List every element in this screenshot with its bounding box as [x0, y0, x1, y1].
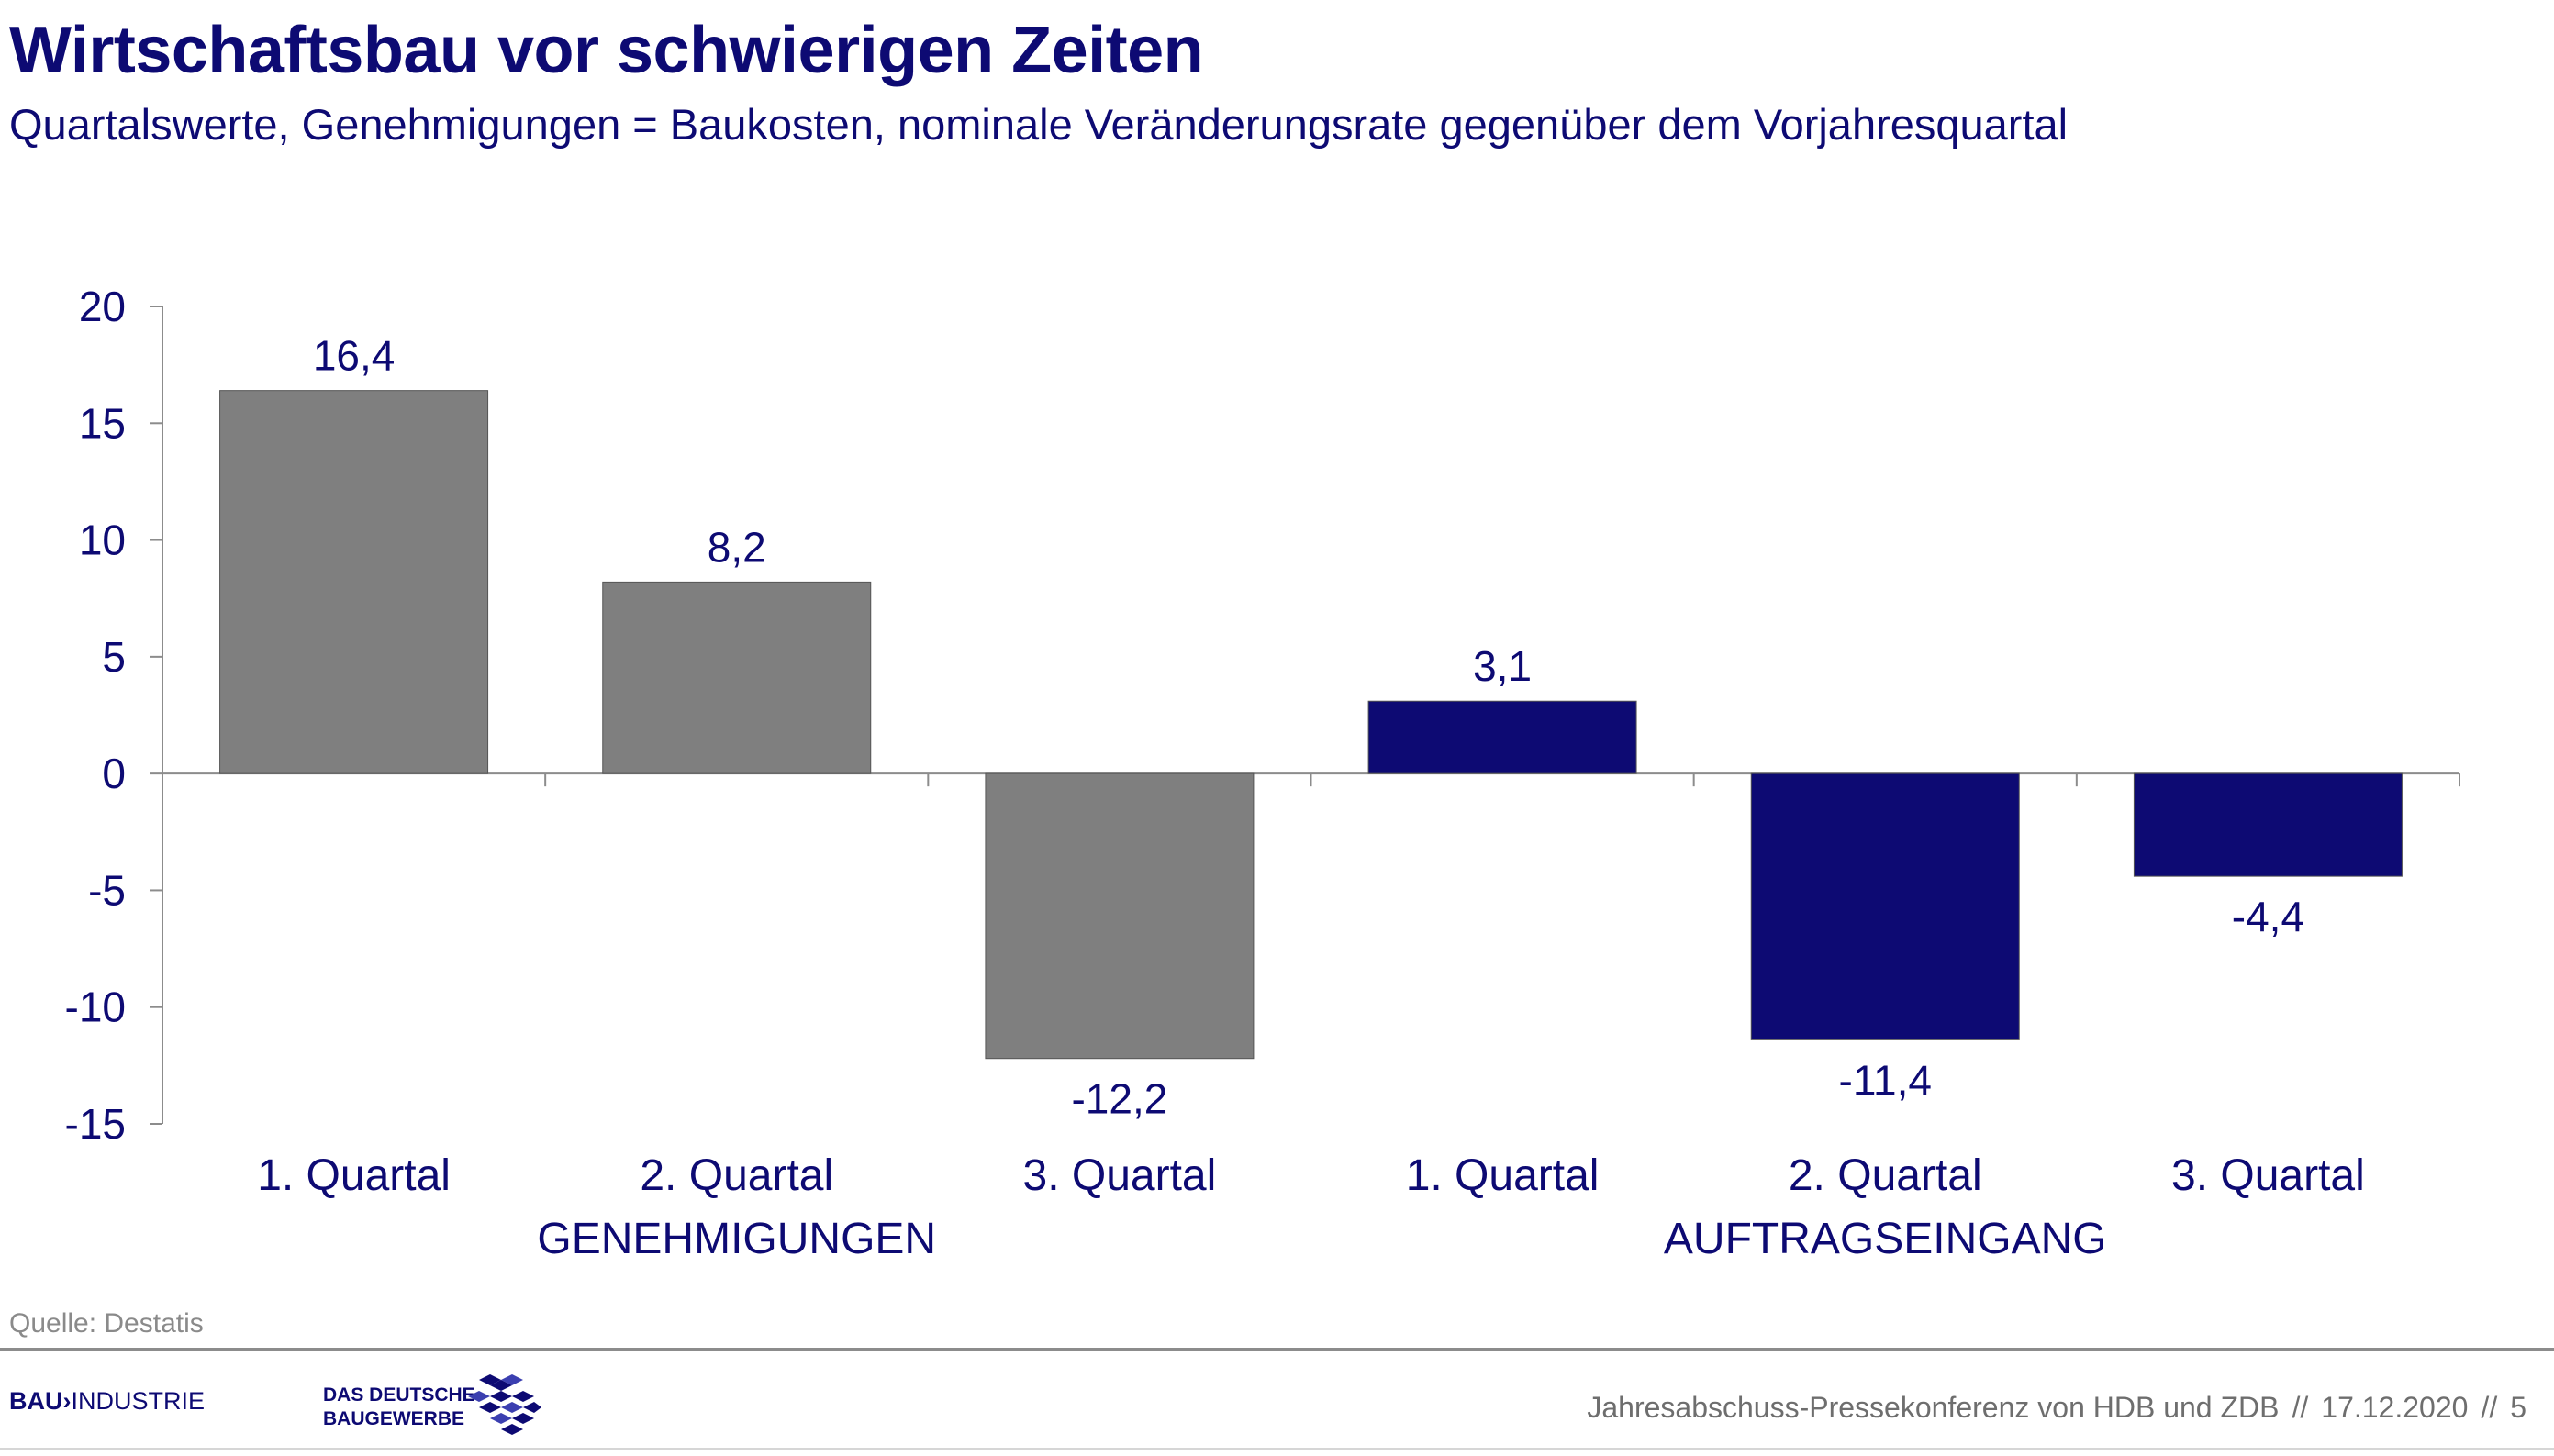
- data-label: -12,2: [1071, 1075, 1167, 1123]
- page-subtitle: Quartalswerte, Genehmigungen = Baukosten…: [9, 100, 2069, 149]
- footer-event: Jahresabschuss-Pressekonferenz von HDB u…: [1587, 1391, 2280, 1424]
- x-tick-label: 1. Quartal: [257, 1151, 451, 1200]
- y-tick-label: -15: [65, 1100, 126, 1148]
- logo-bau-mark: ›: [62, 1387, 72, 1415]
- bar: [1367, 700, 1637, 774]
- chart-axes: [150, 306, 2460, 1125]
- x-tick-label: 1. Quartal: [1406, 1151, 1600, 1200]
- source-note: Quelle: Destatis: [9, 1308, 204, 1339]
- bar: [219, 390, 489, 774]
- bar: [2133, 772, 2403, 877]
- bar: [1750, 772, 2020, 1040]
- y-tick-label: 20: [79, 283, 126, 330]
- y-tick-label: 0: [102, 750, 126, 797]
- x-tick-label: 2. Quartal: [640, 1151, 833, 1200]
- y-tick-label: -5: [88, 866, 126, 914]
- footer-divider: [0, 1348, 2554, 1351]
- logo-zdb-line1: DAS DEUTSCHE: [323, 1384, 475, 1406]
- cubes-logo-icon: [468, 1374, 541, 1435]
- logo-zdb-line2: BAUGEWERBE: [323, 1408, 465, 1429]
- page-number: 5: [2510, 1391, 2526, 1424]
- y-tick-label: 10: [79, 517, 126, 564]
- bar: [985, 772, 1255, 1060]
- data-label: -11,4: [1839, 1056, 1932, 1104]
- y-tick-label: 15: [79, 399, 126, 447]
- data-label: 8,2: [708, 523, 766, 571]
- footer-separator: //: [2292, 1391, 2309, 1424]
- data-label: -4,4: [2232, 893, 2304, 940]
- x-group-label: AUFTRAGSEINGANG: [1664, 1215, 2107, 1263]
- footer-separator: //: [2481, 1391, 2498, 1424]
- chart-labels: 20 15 10 5 0 -5 -10 -15 16,4 1. Quartal 8,2 2. Quar…: [65, 283, 2365, 1263]
- y-tick-label: -10: [65, 984, 126, 1031]
- logo-bau-text: BAU: [9, 1387, 63, 1415]
- bar-chart: 20 15 10 5 0 -5 -10 -15 16,4 1. Quartal 8,2 2. Quar…: [65, 283, 2460, 1263]
- data-label: 3,1: [1473, 642, 1532, 690]
- bar: [602, 581, 872, 774]
- page-title: Wirtschaftsbau vor schwierigen Zeiten: [9, 14, 1204, 87]
- x-tick-label: 3. Quartal: [2171, 1151, 2365, 1200]
- y-tick-label: 5: [102, 633, 126, 681]
- baugewerbe-logo: DAS DEUTSCHE BAUGEWERBE: [323, 1384, 475, 1431]
- x-tick-label: 2. Quartal: [1789, 1151, 1982, 1200]
- chart-bars: [219, 390, 2403, 1060]
- footer-bottom-line: [0, 1448, 2554, 1450]
- data-label: 16,4: [313, 332, 396, 380]
- x-tick-label: 3. Quartal: [1023, 1151, 1217, 1200]
- x-group-label: GENEHMIGUNGEN: [537, 1215, 936, 1263]
- footer-date: 17.12.2020: [2321, 1391, 2469, 1424]
- footer-info: Jahresabschuss-Pressekonferenz von HDB u…: [1587, 1391, 2526, 1425]
- logo-industrie-text: INDUSTRIE: [71, 1387, 206, 1415]
- bauindustrie-logo: BAU›INDUSTRIE: [9, 1387, 205, 1416]
